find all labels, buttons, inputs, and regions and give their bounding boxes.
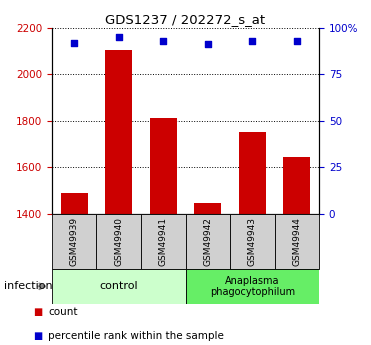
- Text: percentile rank within the sample: percentile rank within the sample: [48, 332, 224, 341]
- Text: ■: ■: [33, 307, 43, 317]
- Text: Anaplasma
phagocytophilum: Anaplasma phagocytophilum: [210, 276, 295, 297]
- Bar: [186, 269, 319, 304]
- Bar: [239, 132, 266, 214]
- Text: infection: infection: [4, 282, 52, 291]
- Text: GSM49943: GSM49943: [248, 217, 257, 266]
- Point: [205, 42, 211, 47]
- Bar: [194, 204, 221, 214]
- Bar: [150, 118, 177, 214]
- Text: GSM49942: GSM49942: [203, 217, 212, 266]
- Bar: [186, 214, 230, 269]
- Text: GSM49944: GSM49944: [292, 217, 301, 266]
- Bar: [52, 269, 186, 304]
- Bar: [275, 214, 319, 269]
- Point: [294, 38, 300, 43]
- Bar: [52, 214, 96, 269]
- Text: GSM49941: GSM49941: [159, 217, 168, 266]
- Text: ■: ■: [33, 332, 43, 341]
- Text: GSM49939: GSM49939: [70, 217, 79, 266]
- Bar: [230, 214, 275, 269]
- Text: count: count: [48, 307, 78, 317]
- Title: GDS1237 / 202272_s_at: GDS1237 / 202272_s_at: [105, 13, 266, 27]
- Bar: [61, 193, 88, 214]
- Point: [71, 40, 77, 45]
- Bar: [141, 214, 186, 269]
- Text: control: control: [99, 282, 138, 291]
- Bar: [283, 157, 310, 214]
- Text: GSM49940: GSM49940: [114, 217, 123, 266]
- Bar: [96, 214, 141, 269]
- Point: [160, 38, 166, 43]
- Point: [249, 38, 255, 43]
- Bar: [105, 50, 132, 214]
- Point: [116, 34, 122, 40]
